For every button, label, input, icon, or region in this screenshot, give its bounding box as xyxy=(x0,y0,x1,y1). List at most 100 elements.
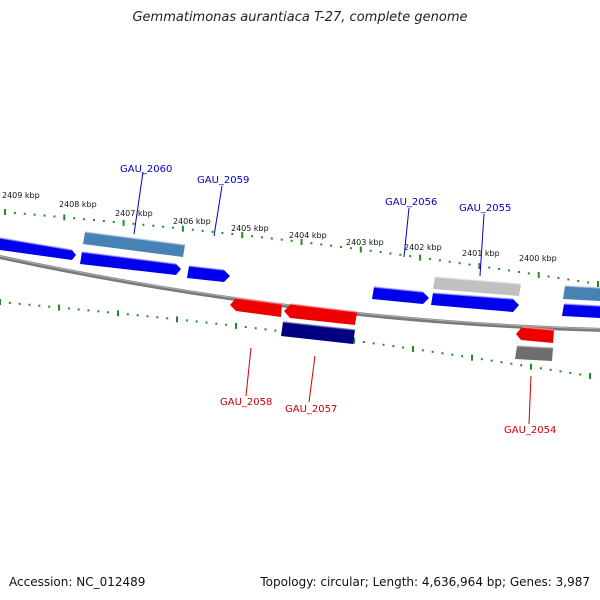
leader-line xyxy=(245,347,252,397)
outer-tick xyxy=(102,220,105,222)
outer-tick xyxy=(468,263,471,266)
leader-line xyxy=(528,375,532,425)
inner-tick xyxy=(244,326,247,329)
inner-tick xyxy=(589,373,591,379)
inner-tick xyxy=(392,345,395,348)
outer-tick xyxy=(73,217,76,220)
inner-tick xyxy=(48,305,51,308)
inner-tick xyxy=(530,363,532,370)
inner-tick xyxy=(461,355,464,358)
inner-tick xyxy=(225,323,228,326)
outer-tick xyxy=(389,252,392,255)
outer-tick xyxy=(320,243,323,246)
gene-label-gau_2058: GAU_2058 xyxy=(220,397,272,408)
gene-features xyxy=(0,231,600,361)
outer-tick xyxy=(488,266,491,269)
outer-tick xyxy=(181,225,184,232)
inner-tick xyxy=(490,359,493,362)
leader-line xyxy=(308,355,316,403)
inner-tick xyxy=(412,345,414,352)
inner-tick xyxy=(441,352,444,355)
inner-tick xyxy=(274,329,277,332)
outer-tick xyxy=(83,218,86,221)
inner-tick xyxy=(126,313,129,316)
leader-line xyxy=(213,185,223,237)
outer-tick xyxy=(310,242,313,245)
leader-line xyxy=(479,213,485,277)
gene-steel-2060 xyxy=(83,231,186,257)
outer-tick xyxy=(231,232,234,235)
outer-tick xyxy=(498,268,501,270)
inner-tick xyxy=(372,342,375,345)
gene-reverse-2057 xyxy=(284,303,358,325)
outer-tick xyxy=(152,224,155,227)
inner-tick xyxy=(471,354,473,361)
gene-navy-2057 xyxy=(281,321,356,344)
kbp-label: 2401 kbp xyxy=(462,249,500,258)
outer-tick xyxy=(369,249,372,252)
kbp-label: 2400 kbp xyxy=(519,254,557,263)
inner-tick xyxy=(421,349,424,352)
gene-label-gau_2055: GAU_2055 xyxy=(459,203,511,214)
gene-forward-2056 xyxy=(372,286,429,304)
inner-tick xyxy=(362,341,365,344)
kbp-label: 2407 kbp xyxy=(115,209,153,218)
kbp-label: 2408 kbp xyxy=(59,200,97,209)
inner-tick xyxy=(235,322,237,329)
inner-tick-ring xyxy=(0,299,591,379)
gene-forward-right xyxy=(562,303,600,318)
inner-tick xyxy=(382,343,385,346)
outer-tick xyxy=(142,223,145,226)
inner-tick xyxy=(510,362,513,365)
inner-tick xyxy=(117,310,119,317)
map-title: Gemmatimonas aurantiaca T-27, complete g… xyxy=(132,10,468,25)
outer-tick xyxy=(33,213,36,216)
outer-tick xyxy=(43,214,46,217)
outer-tick xyxy=(4,209,6,215)
outer-tick xyxy=(399,253,402,256)
inner-tick xyxy=(431,350,434,353)
gene-label-gau_2054: GAU_2054 xyxy=(504,425,556,436)
outer-tick xyxy=(132,222,135,225)
outer-tick xyxy=(260,236,263,239)
kbp-label: 2402 kbp xyxy=(404,243,442,252)
inner-tick xyxy=(107,311,110,314)
inner-tick xyxy=(539,367,542,370)
gene-steel-right xyxy=(563,285,600,301)
outer-tick xyxy=(330,244,333,247)
outer-tick xyxy=(349,247,352,250)
inner-tick xyxy=(549,368,552,371)
gene-forward-2059 xyxy=(187,265,230,282)
kbp-label: 2403 kbp xyxy=(346,238,384,247)
inner-tick xyxy=(136,314,139,317)
inner-tick xyxy=(500,361,503,364)
kbp-label: 2409 kbp xyxy=(2,191,40,200)
outer-tick xyxy=(547,275,550,278)
outer-tick xyxy=(63,214,66,221)
outer-tick xyxy=(221,231,224,234)
inner-tick xyxy=(97,310,100,313)
inner-tick xyxy=(559,370,562,373)
inner-tick xyxy=(77,308,80,311)
inner-tick xyxy=(28,303,31,306)
gene-labels: GAU_2060 GAU_2059 GAU_2056 GAU_2055 GAU_2058… xyxy=(120,164,556,436)
inner-tick xyxy=(0,299,1,305)
kbp-label: 2405 kbp xyxy=(231,224,269,233)
label-leader-lines xyxy=(133,171,532,425)
kbp-labels: 2409 kbp 2408 kbp 2407 kbp 2406 kbp 2405 kbp… xyxy=(2,191,557,263)
inner-tick xyxy=(38,304,41,307)
outer-tick xyxy=(587,281,590,284)
outer-tick xyxy=(122,219,125,226)
outer-tick-ring xyxy=(4,209,599,287)
outer-tick xyxy=(438,259,441,262)
outer-tick xyxy=(112,220,115,223)
gene-label-gau_2059: GAU_2059 xyxy=(197,175,249,186)
kbp-label: 2404 kbp xyxy=(289,231,327,240)
outer-tick xyxy=(567,278,570,281)
outer-tick xyxy=(270,237,273,240)
inner-tick xyxy=(67,307,70,310)
gene-forward-2055 xyxy=(431,292,519,312)
outer-tick xyxy=(172,226,175,229)
outer-tick xyxy=(300,239,303,245)
gene-forward-2060 xyxy=(80,251,181,275)
